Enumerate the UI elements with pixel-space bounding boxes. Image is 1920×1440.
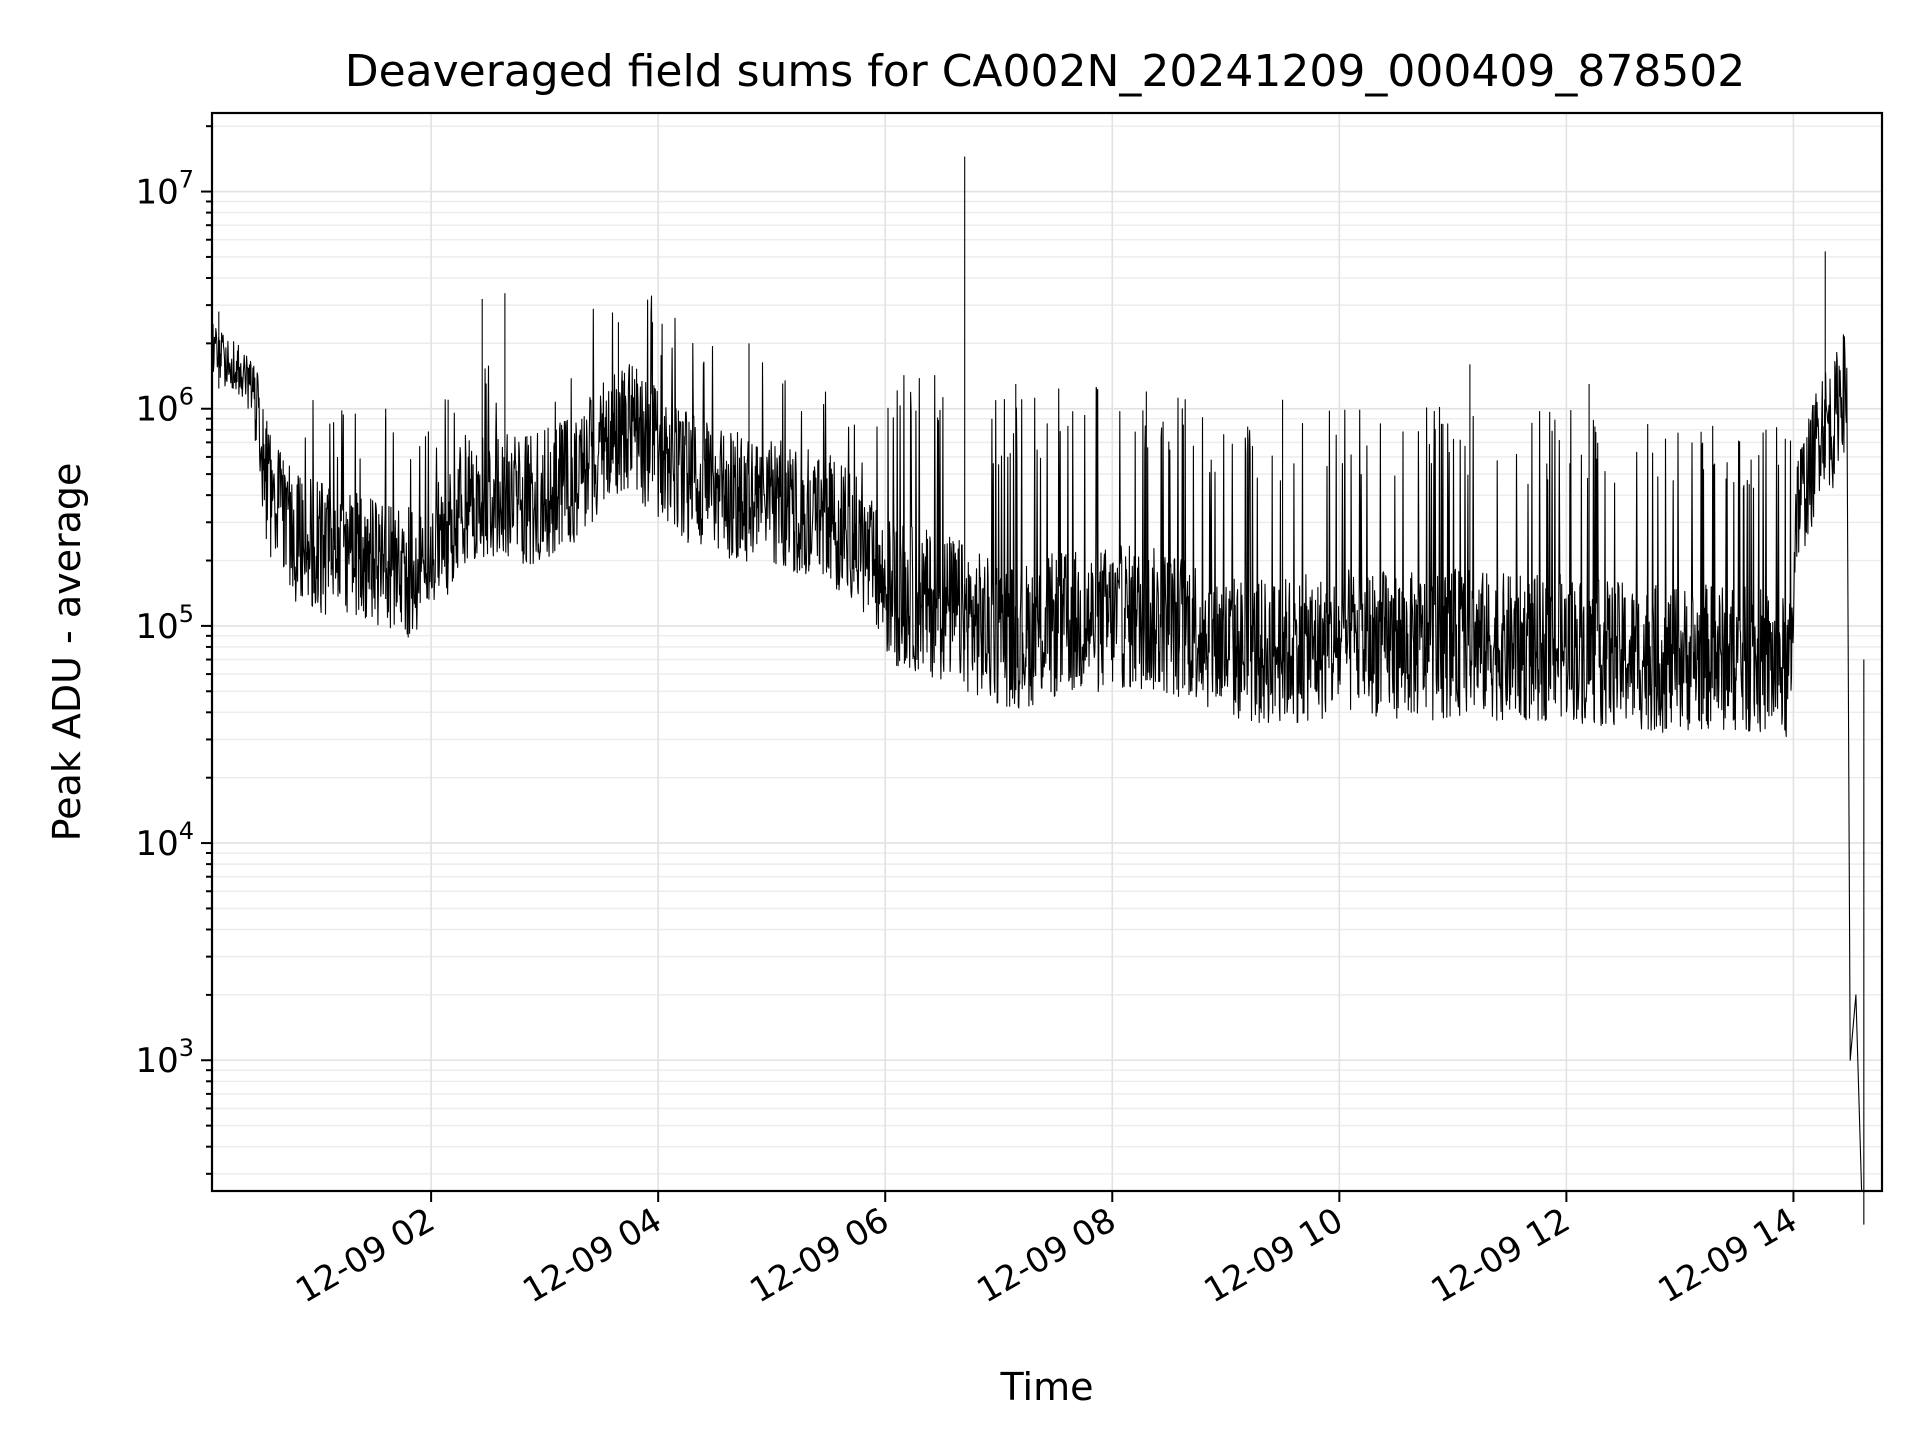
y-tick-label: 107 — [135, 166, 194, 213]
y-tick-label: 104 — [135, 817, 194, 864]
series-layer — [211, 156, 1865, 1225]
chart-title: Deaveraged field sums for CA002N_2024120… — [345, 46, 1746, 97]
y-tick-label: 103 — [135, 1034, 194, 1081]
y-axis-label: Peak ADU - average — [45, 463, 89, 842]
series-line — [211, 295, 1863, 1192]
x-axis-label: Time — [1000, 1365, 1094, 1409]
y-tick-label: 106 — [135, 383, 194, 430]
y-tick-label: 105 — [135, 600, 194, 647]
plot-frame — [210, 111, 1884, 1193]
